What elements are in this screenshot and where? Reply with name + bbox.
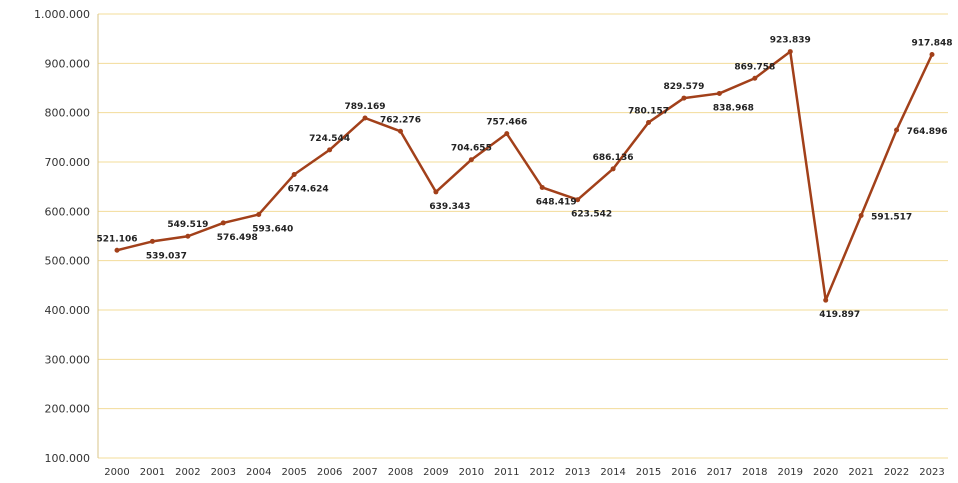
data-label: 539.037 (146, 251, 187, 261)
x-tick-label: 2008 (388, 467, 413, 478)
y-tick-label: 200.000 (45, 403, 91, 416)
x-tick-label: 2022 (884, 467, 909, 478)
x-tick-label: 2007 (352, 467, 377, 478)
data-point (539, 184, 545, 190)
data-label: 549.519 (167, 220, 208, 230)
series-visitors (114, 49, 935, 303)
data-label: 686.136 (593, 153, 634, 163)
x-tick-label: 2010 (459, 467, 484, 478)
data-point (149, 238, 155, 244)
data-point (752, 75, 758, 81)
x-tick-label: 2017 (707, 467, 732, 478)
y-tick-label: 300.000 (45, 353, 91, 366)
x-tick-label: 2006 (317, 467, 342, 478)
grid-lines (97, 13, 948, 459)
x-tick-label: 2014 (600, 467, 625, 478)
x-tick-label: 2002 (175, 467, 200, 478)
data-label: 762.276 (380, 115, 421, 125)
data-point (114, 247, 120, 253)
data-point (504, 131, 510, 137)
x-tick-label: 2016 (671, 467, 696, 478)
data-label: 623.542 (571, 210, 612, 220)
data-label: 639.343 (429, 202, 470, 212)
y-tick-label: 400.000 (45, 304, 91, 317)
data-point (929, 52, 935, 58)
x-tick-label: 2023 (919, 467, 944, 478)
data-point (327, 147, 333, 153)
data-label: 593.640 (252, 224, 293, 234)
data-label: 764.896 (907, 127, 948, 137)
y-axis-ticks: 100.000 200.000 300.000 400.000 500.000 600.0… (34, 8, 90, 465)
data-label: 869.758 (734, 62, 775, 72)
data-label: 829.579 (663, 82, 704, 92)
x-axis-ticks: 2000 2001 2002 2003 2004 2005 2006 2007 2008 2009… (104, 467, 944, 478)
data-label: 917.848 (912, 39, 953, 49)
x-tick-label: 2011 (494, 467, 519, 478)
data-point (646, 119, 652, 125)
data-point (433, 189, 439, 195)
data-point (397, 128, 403, 134)
data-point (575, 197, 581, 203)
y-tick-label: 600.000 (45, 205, 91, 218)
data-label: 757.466 (486, 118, 527, 128)
y-tick-label: 500.000 (45, 255, 91, 268)
data-label: 591.517 (871, 213, 912, 223)
x-tick-label: 2015 (636, 467, 661, 478)
data-point (468, 157, 474, 163)
data-point (362, 115, 368, 121)
x-tick-label: 2020 (813, 467, 838, 478)
data-point (610, 166, 616, 172)
data-label: 789.169 (345, 102, 386, 112)
x-tick-label: 2009 (423, 467, 448, 478)
data-label: 838.968 (713, 103, 754, 113)
x-tick-label: 2005 (281, 467, 306, 478)
y-tick-label: 900.000 (45, 57, 91, 70)
y-tick-label: 800.000 (45, 107, 91, 120)
data-label: 521.106 (97, 234, 138, 244)
series-line (116, 50, 934, 302)
data-point (291, 172, 297, 178)
data-point (220, 220, 226, 226)
data-label: 724.544 (309, 134, 350, 144)
data-point (823, 297, 829, 303)
x-tick-label: 2003 (211, 467, 236, 478)
data-label: 576.498 (217, 233, 258, 243)
x-tick-label: 2012 (529, 467, 554, 478)
x-tick-label: 2004 (246, 467, 271, 478)
x-tick-label: 2019 (778, 467, 803, 478)
x-tick-label: 2000 (104, 467, 129, 478)
data-label: 923.839 (770, 36, 811, 46)
data-label: 674.624 (288, 185, 329, 195)
x-tick-label: 2001 (140, 467, 165, 478)
y-tick-label: 100.000 (45, 452, 91, 465)
data-point (256, 211, 262, 217)
data-point (716, 90, 722, 96)
x-tick-label: 2021 (848, 467, 873, 478)
data-label: 780.157 (628, 106, 669, 116)
y-tick-label: 700.000 (45, 156, 91, 169)
data-point (185, 233, 191, 239)
data-label: 648.419 (536, 197, 577, 207)
y-tick-label: 1.000.000 (34, 8, 90, 21)
x-tick-label: 2018 (742, 467, 767, 478)
data-point (894, 127, 900, 133)
data-label: 704.655 (451, 144, 492, 154)
data-point (787, 49, 793, 55)
data-label: 419.897 (819, 310, 860, 320)
x-tick-label: 2013 (565, 467, 590, 478)
data-point (681, 95, 687, 101)
data-point (858, 213, 864, 219)
